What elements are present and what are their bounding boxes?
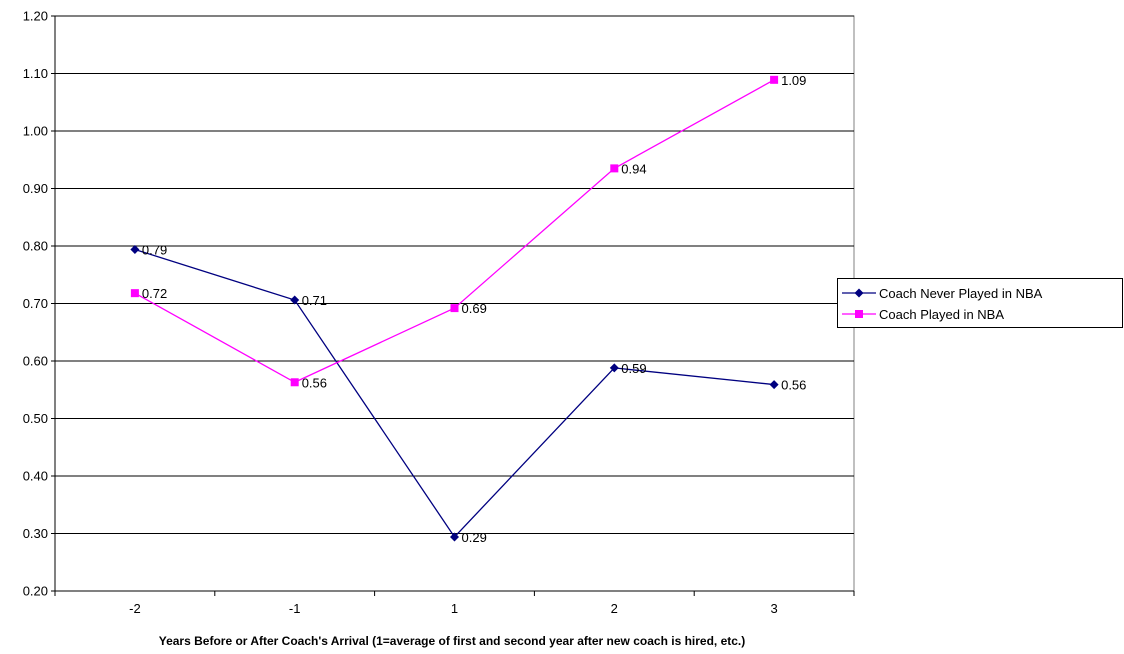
y-tick-label: 1.20 [23,9,48,24]
data-label: 0.56 [302,375,327,390]
y-tick-label: 1.00 [23,124,48,139]
data-point [609,363,619,373]
diamond-marker-icon [842,288,876,298]
data-label: 0.29 [462,530,487,545]
y-tick-label: 0.30 [23,526,48,541]
data-point [770,75,779,84]
data-point [290,378,299,387]
data-label: 0.56 [781,378,806,393]
data-point [610,164,619,173]
legend-label-played: Coach Played in NBA [879,306,1005,322]
data-point [130,289,139,298]
data-label: 0.94 [621,161,646,176]
y-tick-label: 0.40 [23,469,48,484]
data-label: 0.72 [142,286,167,301]
x-tick-label: 2 [611,601,618,616]
legend-label-never-played: Coach Never Played in NBA [879,285,1043,301]
y-tick-label: 1.10 [23,66,48,81]
data-label: 0.71 [302,293,327,308]
legend: Coach Never Played in NBA Coach Played i… [837,278,1123,328]
data-label: 0.69 [462,301,487,316]
data-point [450,532,459,542]
x-tick-label: 3 [770,601,777,616]
x-tick-label: -1 [289,601,301,616]
data-label: 1.09 [781,73,806,88]
axes [51,15,855,596]
x-axis-title: Years Before or After Coach's Arrival (1… [159,634,746,648]
data-point [290,295,300,305]
legend-item-played: Coach Played in NBA [842,304,1004,324]
y-tick-label: 0.60 [23,354,48,369]
y-tick-label: 0.90 [23,181,48,196]
x-tick-labels: -2 -1 1 2 3 [129,601,778,616]
y-tick-label: 0.70 [23,296,48,311]
y-tick-label: 0.20 [23,584,48,599]
x-tick-label: -2 [129,601,141,616]
legend-item-never-played: Coach Never Played in NBA [842,283,1042,303]
data-point [769,380,779,390]
y-tick-label: 0.50 [23,411,48,426]
square-marker-icon [842,310,876,318]
data-label: 0.79 [142,242,167,257]
series-layer: 0.79 0.71 0.29 0.59 0.56 0.72 0.56 0.69 0.94 1.09 [130,73,806,545]
data-point [130,244,140,254]
y-tick-label: 0.80 [23,239,48,254]
y-tick-labels: 0.20 0.30 0.40 0.50 0.60 0.70 0.80 0.90 1.00 1.10… [23,9,48,599]
data-point [450,304,459,313]
data-label: 0.59 [621,361,646,376]
x-tick-label: 1 [451,601,458,616]
